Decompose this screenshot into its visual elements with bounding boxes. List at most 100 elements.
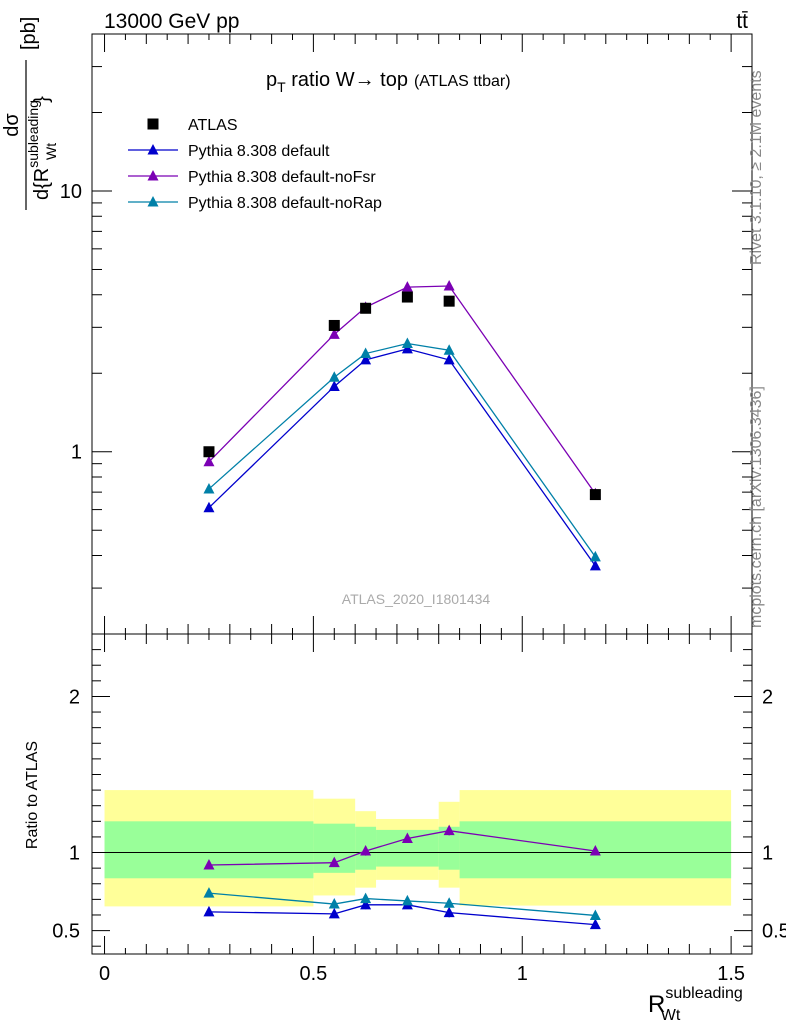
energy-label: 13000 GeV pp [104,10,239,33]
stat-band [438,826,460,870]
ratio-point-triangle [360,898,372,910]
main-point-square [203,446,215,458]
main-point-triangle [328,328,340,339]
ratio-ytick-label-right: 2 [762,686,773,708]
denominator-sub: Wt [43,143,59,160]
x-label-sup: subleading [665,985,742,1002]
main-point-triangle [328,371,340,382]
ratio-point-triangle [589,844,601,856]
ratio-point-triangle [443,824,455,836]
main-series-line [208,342,596,558]
main-ytick-label: 10 [60,181,82,203]
ratio-point-triangle [203,859,215,870]
ratio-xtick-label: 0 [99,963,110,985]
x-label-base: R [648,991,665,1018]
ratio-xtick-label: 1.5 [717,963,745,985]
watermark: ATLAS_2020_I1801434 [342,591,491,607]
title-subscript: T [277,79,286,95]
x-label-sub: Wt [661,1007,681,1024]
ratio-series-line [208,892,596,917]
plot-title: pT ratio W→ top (ATLAS ttbar) [266,69,511,95]
main-point-triangle [401,337,413,349]
stat-band [104,821,314,879]
grid-frames [91,33,753,955]
title-sub: (ATLAS ttbar) [414,73,511,90]
ratio-xtick-label: 0.5 [299,963,327,985]
title-base: p [266,69,277,91]
main-point-triangle [443,344,455,355]
ratio-ytick-label-left: 0.5 [52,921,80,943]
main-point-triangle [401,281,413,292]
ratio-series-line [208,904,596,926]
title-main: pT ratio W→ top [266,69,408,95]
source-label: mcplots.cern.ch [arXiv:1306.3436] [748,386,765,628]
main-point-square [443,295,455,307]
main-point-triangle [443,280,455,291]
main-ylabel-denominator: d{Rsubleading Wt} [25,96,59,200]
main-point-square [589,489,601,501]
legend-entry-label: Pythia 8.308 default [188,143,330,160]
ratio-point-triangle [203,887,215,898]
ratio-point-triangle [328,856,340,868]
main-point-triangle [589,550,601,562]
main-point-triangle [203,501,215,513]
title-rest: ratio W→ top [286,69,408,91]
main-series-line [208,348,596,567]
ratio-ytick-label-right: 1 [762,843,773,865]
legend-marker-square [147,118,159,130]
legend-marker-triangle [147,170,159,181]
main-ylabel: dσd{Rsubleading Wt}[pb] [1,17,59,210]
main-point-triangle [203,482,215,494]
x-axis-label: Rsubleading Wt [648,985,743,1024]
ratio-ytick-label-left: 1 [69,843,80,865]
main-point-triangle [360,347,372,359]
ratio-frame [91,633,753,955]
legend-marker-triangle [147,144,159,155]
ratio-series-group [203,824,601,930]
main-point-triangle [443,353,455,365]
legend-entry-label: ATLAS [188,117,238,134]
ratio-point-triangle [443,906,455,918]
rivet-label: Rivet 3.1.10, ≥ 2.1M events [748,70,765,265]
process-label: tt̄ [736,10,748,33]
main-point-triangle [203,455,215,467]
denominator-sup: subleading [25,100,41,168]
main-ylabel-numerator: dσ [1,113,23,137]
main-ylabel-unit: [pb] [18,17,40,50]
ratio-point-triangle [328,898,340,909]
main-point-triangle [589,559,601,571]
main-series-line [208,285,596,495]
main-point-square [401,291,413,303]
main-point-triangle [360,353,372,365]
main-ytick-label: 1 [71,442,82,464]
legend-entry-label: Pythia 8.308 default-noRap [188,195,382,212]
denominator-close: } [31,96,53,103]
ratio-series-line [208,830,596,866]
ratio-bands-layer [92,790,752,907]
main-ylabel-group: dσd{Rsubleading Wt}[pb] [1,17,59,210]
main-point-triangle [328,380,340,391]
ratio-point-triangle [360,844,372,856]
legend-marker-triangle [147,196,159,207]
main-series-group [203,280,601,571]
legend-entry-label: Pythia 8.308 default-noFsr [188,169,376,186]
ratio-ytick-label-right: 0.5 [762,921,786,943]
main-point-square [360,302,372,314]
ratio-point-triangle [203,905,215,917]
ratio-point-triangle [589,909,601,920]
ratio-point-triangle [401,832,413,843]
axis-ticks: 1 10 0 0.5 1 1.5 0.5 0.5 1 1 2 2 [52,33,786,985]
ratio-point-triangle [328,907,340,919]
denominator-prefix: d{R [31,168,53,200]
ratio-point-triangle [589,918,601,930]
legend: ATLAS Pythia 8.308 default Pythia 8.308 de… [128,117,382,212]
x-axis-label-text: Rsubleading Wt [648,985,743,1024]
ratio-point-triangle [443,897,455,908]
series-layer [203,280,601,930]
ratio-point-triangle [401,894,413,906]
main-point-square [328,319,340,331]
main-point-triangle [401,342,413,354]
ratio-point-triangle [360,892,372,904]
ratio-ylabel: Ratio to ATLAS [24,741,41,849]
